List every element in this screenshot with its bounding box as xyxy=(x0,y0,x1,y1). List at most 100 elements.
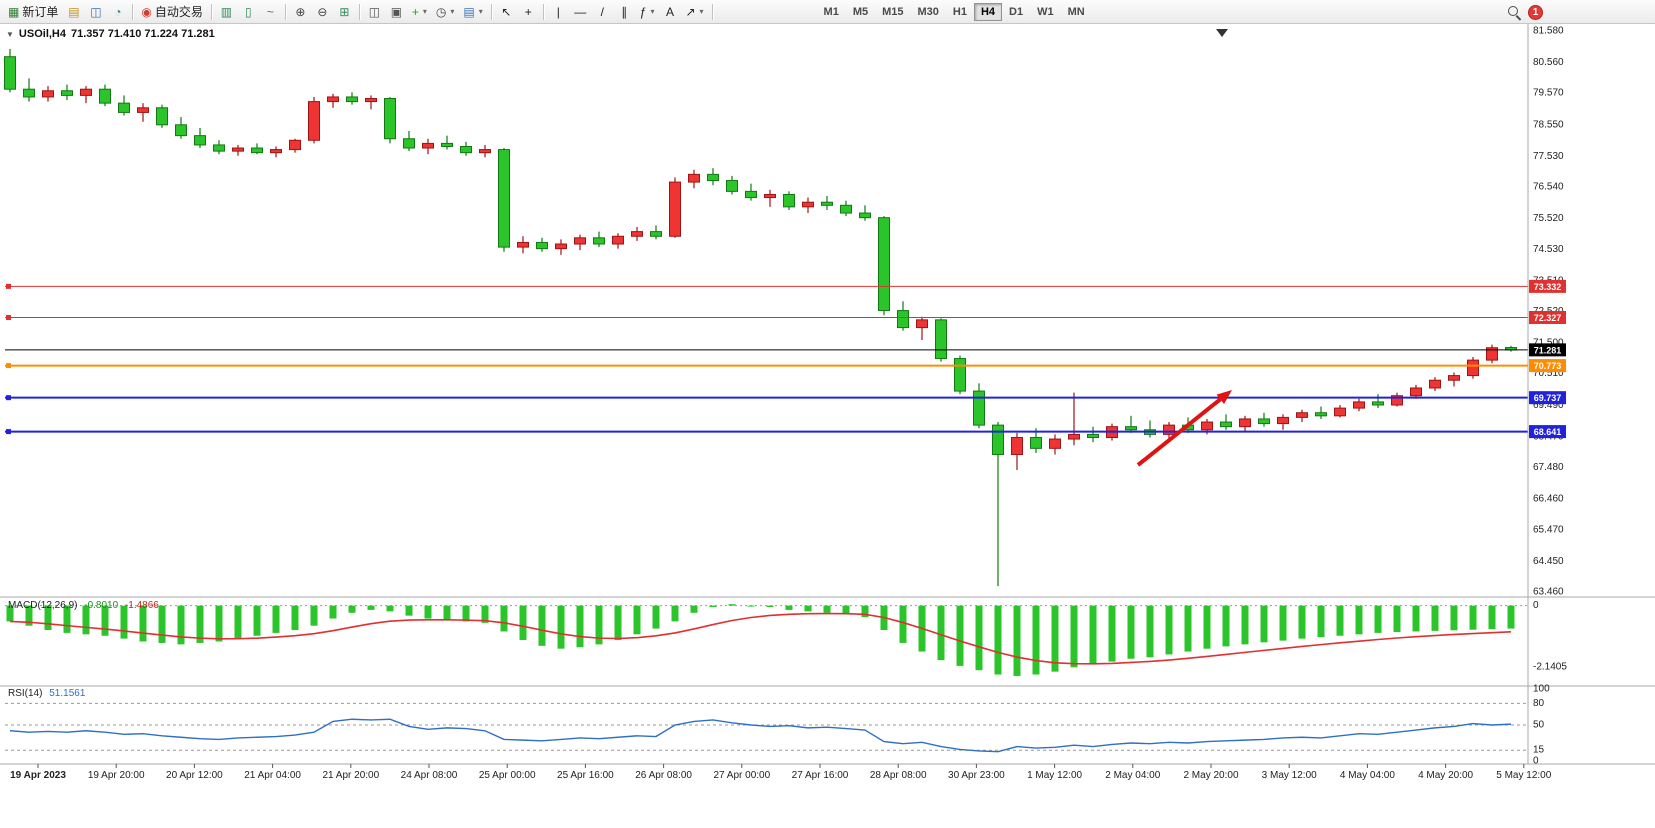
timeframe-h4[interactable]: H4 xyxy=(973,2,1003,21)
svg-text:25 Apr 16:00: 25 Apr 16:00 xyxy=(557,770,614,781)
svg-text:76.540: 76.540 xyxy=(1533,182,1564,193)
toolbar-separator xyxy=(132,3,134,20)
svg-text:67.480: 67.480 xyxy=(1533,462,1564,473)
channel-icon-glyph: ∥ xyxy=(621,4,628,19)
svg-text:15: 15 xyxy=(1533,745,1545,756)
timeframe-mn[interactable]: MN xyxy=(1067,5,1085,18)
candlestick-mode-icon[interactable]: ▯ xyxy=(238,2,259,22)
price-badge xyxy=(1529,279,1566,293)
price-badge xyxy=(1529,310,1566,324)
rsi-name: RSI(14) xyxy=(8,688,43,699)
timeframe-w1[interactable]: W1 xyxy=(1037,5,1054,18)
price-badge xyxy=(1529,425,1566,439)
svg-text:50: 50 xyxy=(1533,720,1545,731)
chart-canvas[interactable]: 81.580 80.560 79.570 78.550 77.530 76.540 75.5… xyxy=(0,24,1655,828)
crosshair-icon-glyph: + xyxy=(524,4,532,19)
timeframe-d1[interactable]: D1 xyxy=(1009,5,1024,18)
svg-text:72.327: 72.327 xyxy=(1534,313,1562,323)
channel-icon[interactable]: ∥ xyxy=(614,2,635,22)
chart-shift-marker[interactable] xyxy=(1216,29,1228,37)
cascade-windows-icon[interactable]: ▣ xyxy=(386,2,407,22)
arrows-tool-icon[interactable]: ↗ ▾ xyxy=(681,2,707,22)
hline-handle[interactable] xyxy=(6,429,11,435)
auto-trading-button-glyph: ◉ xyxy=(141,4,152,19)
grid-icon[interactable]: ⊞ xyxy=(334,2,355,22)
time-axis: 19 Apr 2023 19 Apr 20:00 20 Apr 12:00 21 Ap… xyxy=(10,764,1552,781)
zoom-out-icon-glyph: ⊖ xyxy=(317,4,328,19)
text-tool-icon-glyph: A xyxy=(665,4,674,19)
horizontal-lines[interactable] xyxy=(5,283,1528,435)
horizontal-line-icon[interactable]: — xyxy=(570,2,591,22)
svg-text:69.737: 69.737 xyxy=(1534,393,1562,403)
svg-text:70.773: 70.773 xyxy=(1534,361,1562,371)
rsi-panel: 100 80 50 150 xyxy=(5,684,1550,767)
grid-icon-glyph: ⊞ xyxy=(339,4,350,19)
price-badge xyxy=(1529,359,1566,373)
svg-text:20 Apr 12:00: 20 Apr 12:00 xyxy=(166,770,223,781)
svg-text:-2.1405: -2.1405 xyxy=(1533,662,1567,673)
timeframe-m30[interactable]: M30 xyxy=(917,5,939,18)
svg-text:3 May 12:00: 3 May 12:00 xyxy=(1262,770,1317,781)
fibonacci-icon-glyph: ƒ xyxy=(639,4,647,19)
navigator-icon[interactable]: ◔ xyxy=(107,2,128,22)
svg-text:21 Apr 20:00: 21 Apr 20:00 xyxy=(322,770,379,781)
timeframe-m5[interactable]: M5 xyxy=(852,5,869,18)
trendline-icon[interactable]: / xyxy=(592,2,613,22)
zoom-out-icon[interactable]: ⊖ xyxy=(312,2,333,22)
toolbar-separator xyxy=(711,3,713,20)
terminal-icon-glyph: ▤ xyxy=(68,4,80,19)
toolbar-separator xyxy=(284,3,286,20)
quote-ohlc-values: 71.357 71.410 71.224 71.281 xyxy=(71,28,215,40)
vertical-line-icon-glyph: | xyxy=(556,4,560,19)
svg-text:68.641: 68.641 xyxy=(1534,427,1562,437)
text-tool-icon[interactable]: A xyxy=(659,2,680,22)
svg-text:70.510: 70.510 xyxy=(1533,368,1564,379)
svg-text:69.490: 69.490 xyxy=(1533,400,1564,411)
indicators-icon[interactable]: + ▾ xyxy=(408,2,431,22)
symbol-period-label: USOil,H4 xyxy=(18,28,66,40)
hline-handle[interactable] xyxy=(6,363,11,369)
crosshair-icon[interactable]: + xyxy=(518,2,539,22)
vertical-line-icon[interactable]: | xyxy=(548,2,569,22)
one-click-trading-expander-icon[interactable]: ▼ xyxy=(6,29,14,39)
search-icon[interactable] xyxy=(1506,4,1522,20)
auto-trading-button[interactable]: ◉ 自动交易 xyxy=(137,2,207,22)
hline-handle[interactable] xyxy=(6,314,11,320)
terminal-icon[interactable]: ▤ xyxy=(63,2,84,22)
trend-arrow[interactable] xyxy=(1136,390,1232,467)
svg-text:80.560: 80.560 xyxy=(1533,57,1564,68)
svg-text:19 Apr 20:00: 19 Apr 20:00 xyxy=(88,770,145,781)
navigator-icon-glyph: ◔ xyxy=(114,4,122,19)
notification-badge[interactable]: 1 xyxy=(1528,4,1543,20)
timeframe-h1[interactable]: H1 xyxy=(952,5,967,18)
svg-text:79.570: 79.570 xyxy=(1533,88,1564,99)
svg-text:66.460: 66.460 xyxy=(1533,494,1564,505)
auto-trading-button-label: 自动交易 xyxy=(154,5,203,19)
svg-text:30 Apr 23:00: 30 Apr 23:00 xyxy=(948,770,1005,781)
new-order-button[interactable]: ▦ 新订单 xyxy=(4,2,62,22)
tile-windows-icon[interactable]: ◫ xyxy=(364,2,385,22)
panel-borders xyxy=(0,24,1655,765)
timeframe-m15[interactable]: M15 xyxy=(882,5,904,18)
svg-text:78.550: 78.550 xyxy=(1533,119,1564,130)
periods-icon[interactable]: ◷ ▾ xyxy=(432,2,459,22)
fibonacci-icon[interactable]: ƒ ▾ xyxy=(636,2,659,22)
arrows-tool-icon-glyph: ↗ xyxy=(685,4,696,19)
bar-chart-mode-icon[interactable]: ▥ xyxy=(216,2,237,22)
symbol-quote: ▼ USOil,H4 71.357 71.410 71.224 71.281 xyxy=(6,28,215,40)
templates-icon[interactable]: ▤ ▾ xyxy=(459,2,486,22)
toolbar-right: 1 xyxy=(1506,4,1543,20)
hline-handle[interactable] xyxy=(6,283,11,289)
zoom-in-icon[interactable]: ⊕ xyxy=(290,2,311,22)
line-chart-mode-icon[interactable]: ~ xyxy=(260,2,281,22)
candlestick-series xyxy=(4,48,1517,587)
svg-text:19 Apr 2023: 19 Apr 2023 xyxy=(10,770,66,781)
cursor-icon[interactable]: ↖ xyxy=(496,2,517,22)
bar-chart-mode-icon-glyph: ▥ xyxy=(220,4,233,19)
market-watch-icon[interactable]: ◫ xyxy=(85,2,106,22)
hline-handle[interactable] xyxy=(6,395,11,401)
svg-text:24 Apr 08:00: 24 Apr 08:00 xyxy=(401,770,458,781)
toolbar-separator xyxy=(210,3,212,20)
svg-text:73.332: 73.332 xyxy=(1534,282,1562,292)
timeframe-m1[interactable]: M1 xyxy=(823,5,839,18)
